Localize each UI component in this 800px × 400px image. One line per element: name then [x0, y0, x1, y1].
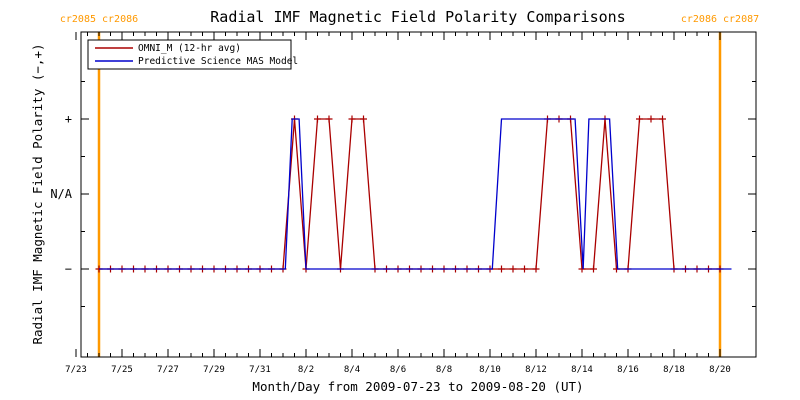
x-axis-label: Month/Day from 2009-07-23 to 2009-08-20 … [252, 379, 583, 394]
x-tick-label-12: 8/16 [617, 365, 639, 375]
series-line-0 [99, 118, 720, 270]
x-tick-label-0: 7/23 [65, 365, 87, 375]
x-tick-label-13: 8/18 [663, 365, 685, 375]
series-0-marker-48 [647, 115, 655, 123]
y-axis: + N/A − [50, 81, 756, 307]
carrington-label-0: cr2085 cr2086 [60, 14, 138, 25]
series-group [95, 115, 732, 273]
legend: OMNI_M (12-hr avg) Predictive Science MA… [87, 39, 298, 70]
x-tick-label-4: 7/31 [249, 365, 271, 375]
x-axis: 7/23 7/25 7/27 7/29 7/31 8/2 8/4 8/6 8/8 8/10 8/12… [65, 32, 731, 375]
x-tick-label-6: 8/4 [344, 365, 360, 375]
plot-frame [80, 31, 757, 358]
y-tick-label-2: − [65, 262, 72, 276]
x-tick-label-5: 8/2 [298, 365, 314, 375]
chart-title: Radial IMF Magnetic Field Polarity Compa… [210, 8, 625, 26]
y-tick-label-1: N/A [50, 187, 72, 201]
series-0-marker-43 [590, 265, 597, 273]
carrington-label-1: cr2086 cr2087 [681, 14, 759, 25]
x-tick-label-7: 8/6 [390, 365, 406, 375]
series-0-marker-20 [325, 115, 333, 123]
y-tick-label-0: + [65, 112, 72, 126]
series-0-marker-19 [314, 115, 321, 123]
x-tick-label-11: 8/14 [571, 365, 593, 375]
series-line-1 [99, 118, 732, 270]
series-0-marker-37 [521, 265, 528, 273]
x-tick-label-3: 7/29 [203, 365, 225, 375]
legend-label-omni: OMNI_M (12-hr avg) [138, 43, 241, 54]
series-0-marker-23 [360, 115, 367, 123]
legend-box [87, 39, 292, 70]
series-0-marker-47 [636, 115, 643, 123]
series-0-marker-38 [532, 265, 540, 273]
series-0-marker-36 [509, 265, 517, 273]
x-tick-label-2: 7/27 [157, 365, 179, 375]
carrington-rotation-markers: cr2085 cr2086 cr2086 cr2087 [60, 14, 759, 357]
x-tick-label-10: 8/12 [525, 365, 547, 375]
x-tick-label-8: 8/8 [436, 365, 452, 375]
series-0-marker-49 [659, 115, 666, 123]
x-tick-label-1: 7/25 [111, 365, 133, 375]
x-tick-label-14: 8/20 [709, 365, 731, 375]
series-0-marker-35 [498, 265, 505, 273]
y-axis-label: Radial IMF Magnetic Field Polarity (−,+) [30, 43, 45, 344]
legend-label-mas: Predictive Science MAS Model [138, 56, 298, 67]
series-0-marker-42 [578, 265, 586, 273]
series-0-marker-22 [348, 115, 356, 123]
x-tick-label-9: 8/10 [479, 365, 501, 375]
